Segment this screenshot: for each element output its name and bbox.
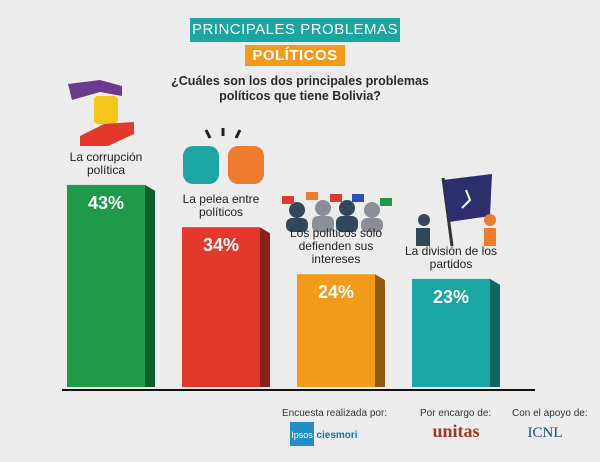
title-banner: PRINCIPALES PROBLEMAS xyxy=(190,18,400,42)
value-label: 23% xyxy=(432,286,470,307)
footer-text: Encuesta realizada por: xyxy=(282,408,388,419)
bar xyxy=(182,227,260,387)
logo-text: ciesmori xyxy=(316,430,357,441)
footer-text: Por encargo de: xyxy=(420,408,492,419)
subtitle-banner: POLÍTICOS xyxy=(245,45,345,66)
bar xyxy=(297,274,375,387)
ipsos-logo-box xyxy=(290,422,314,446)
value-label: 24% xyxy=(317,282,355,303)
logo-text: unitas xyxy=(432,421,479,441)
logo-text: Ipsos xyxy=(291,430,313,440)
bar xyxy=(412,278,490,387)
bar xyxy=(67,184,145,387)
icon-division xyxy=(416,174,496,247)
icon-fight xyxy=(183,128,264,184)
bar-side xyxy=(490,278,500,387)
icon-politicians xyxy=(282,192,392,232)
bar-side xyxy=(145,184,155,387)
category-label: La división de los partidos xyxy=(404,243,498,271)
category-label: La pelea entre políticos xyxy=(182,192,260,220)
icon-corruption xyxy=(68,80,134,146)
value-label: 43% xyxy=(87,192,125,213)
footer-text: Con el apoyo de: xyxy=(512,408,588,419)
logo-text: ICNL xyxy=(528,425,563,441)
category-label: Los políticos sólo defienden sus interes… xyxy=(289,226,383,267)
bar-side xyxy=(260,227,270,387)
bar-side xyxy=(375,274,385,387)
value-label: 34% xyxy=(202,235,240,256)
question: ¿Cuáles son los dos principales problema… xyxy=(171,74,429,103)
category-label: La corrupción política xyxy=(69,149,143,177)
